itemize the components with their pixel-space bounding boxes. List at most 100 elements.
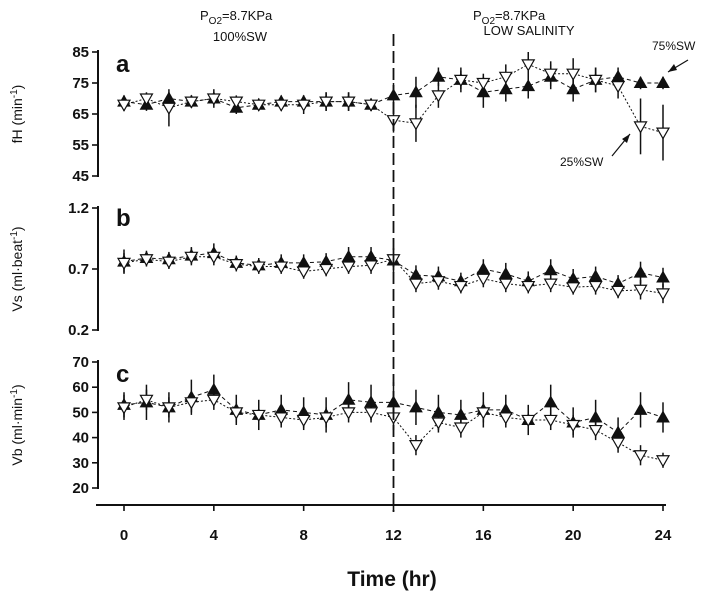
header-right: PO2=8.7KPa LOW SALINITY	[473, 8, 575, 38]
x-axis: 0 4 8 12 16 20 24	[96, 504, 672, 544]
x-tick-label: 12	[385, 527, 402, 544]
data-point	[319, 263, 334, 277]
data-point	[409, 85, 423, 98]
annotation-75sw-arrowhead	[668, 64, 677, 72]
panel-letter: c	[116, 361, 129, 388]
panel-letter: b	[116, 205, 131, 232]
data-point	[274, 261, 289, 274]
data-point	[364, 99, 379, 112]
x-tick-label: 4	[210, 527, 219, 544]
data-point	[566, 68, 581, 81]
data-point	[453, 422, 468, 435]
y-tick-label: 40	[72, 430, 89, 447]
data-point	[296, 99, 311, 112]
data-point	[431, 276, 446, 289]
header-left: PO2=8.7KPa 100%SW	[200, 8, 273, 44]
data-point	[498, 71, 513, 85]
data-point	[656, 270, 670, 283]
data-point	[341, 407, 356, 420]
annotation-25sw: 25%SW	[560, 155, 604, 169]
data-point	[566, 282, 581, 295]
x-tick-label: 0	[120, 527, 128, 544]
data-point	[543, 395, 558, 408]
data-point	[655, 455, 671, 468]
y-tick-label: 70	[72, 354, 89, 371]
y-tick-label: 85	[72, 44, 89, 61]
data-point	[229, 96, 244, 109]
annotation-75sw: 75%SW	[652, 39, 696, 53]
data-point	[521, 79, 536, 92]
header-right-condition: LOW SALINITY	[483, 23, 574, 38]
y-axis-title: Vb (ml·min-1)	[9, 384, 25, 465]
y-tick-label: 20	[72, 480, 89, 497]
panel-b: 1.2 0.7 0.2 b Vs (ml·beat-1)	[9, 200, 671, 339]
panel-c: 70 60 50 40 30 20 c Vb (ml·min-1)	[9, 354, 671, 497]
data-point	[431, 69, 446, 82]
y-tick-label: 30	[72, 455, 89, 472]
data-point	[521, 280, 536, 294]
data-point	[184, 96, 199, 109]
data-point	[633, 265, 648, 278]
data-point	[656, 410, 670, 423]
series-25pct-sw	[116, 52, 671, 161]
data-point	[431, 90, 446, 103]
data-point	[206, 251, 221, 265]
header-left-po2: PO2=8.7KPa	[200, 8, 273, 27]
data-point	[566, 419, 581, 433]
y-axis-title: Vs (ml·beat-1)	[9, 226, 25, 311]
x-tick-label: 16	[475, 527, 492, 544]
data-point	[521, 59, 536, 72]
x-axis-title: Time (hr)	[347, 568, 436, 591]
data-point	[588, 424, 603, 438]
data-point	[633, 402, 648, 415]
y-tick-label: 0.7	[68, 261, 89, 278]
data-point	[341, 96, 356, 109]
data-point	[633, 450, 648, 463]
data-point	[543, 414, 558, 428]
header-left-condition: 100%SW	[213, 29, 268, 44]
data-point	[274, 412, 289, 425]
data-point	[543, 263, 558, 276]
x-tick-label: 8	[299, 527, 307, 544]
data-point	[611, 437, 626, 450]
data-point	[116, 257, 132, 271]
data-point	[251, 261, 266, 274]
data-point	[453, 74, 468, 88]
data-point	[408, 278, 423, 291]
data-point	[656, 75, 670, 88]
data-point	[319, 96, 334, 109]
data-point	[296, 414, 311, 428]
panel-letter: a	[116, 51, 130, 78]
x-tick-label: 24	[655, 527, 672, 544]
data-point	[498, 412, 513, 425]
data-point	[184, 397, 199, 410]
data-point	[319, 412, 334, 425]
y-tick-label: 65	[72, 106, 89, 123]
data-point	[364, 407, 379, 420]
data-point	[206, 394, 221, 408]
header-right-po2: PO2=8.7KPa	[473, 8, 546, 27]
data-point	[453, 280, 468, 294]
data-point	[161, 402, 176, 415]
data-point	[296, 266, 311, 279]
data-point	[408, 440, 423, 453]
data-point	[116, 99, 132, 112]
y-tick-label: 45	[72, 168, 89, 185]
y-tick-label: 50	[72, 404, 89, 421]
data-point	[633, 284, 648, 297]
data-point	[655, 288, 671, 301]
data-point	[251, 99, 266, 112]
data-point	[476, 273, 491, 286]
data-point	[161, 102, 176, 116]
y-tick-label: 60	[72, 379, 89, 396]
y-tick-label: 0.2	[68, 322, 89, 339]
data-point	[409, 400, 423, 413]
data-point	[139, 394, 154, 408]
y-tick-label: 55	[72, 137, 89, 154]
data-point	[229, 259, 244, 272]
data-point	[161, 256, 176, 269]
annotation-25sw-arrowhead	[622, 134, 630, 143]
data-point	[251, 409, 266, 423]
data-point	[476, 407, 491, 420]
